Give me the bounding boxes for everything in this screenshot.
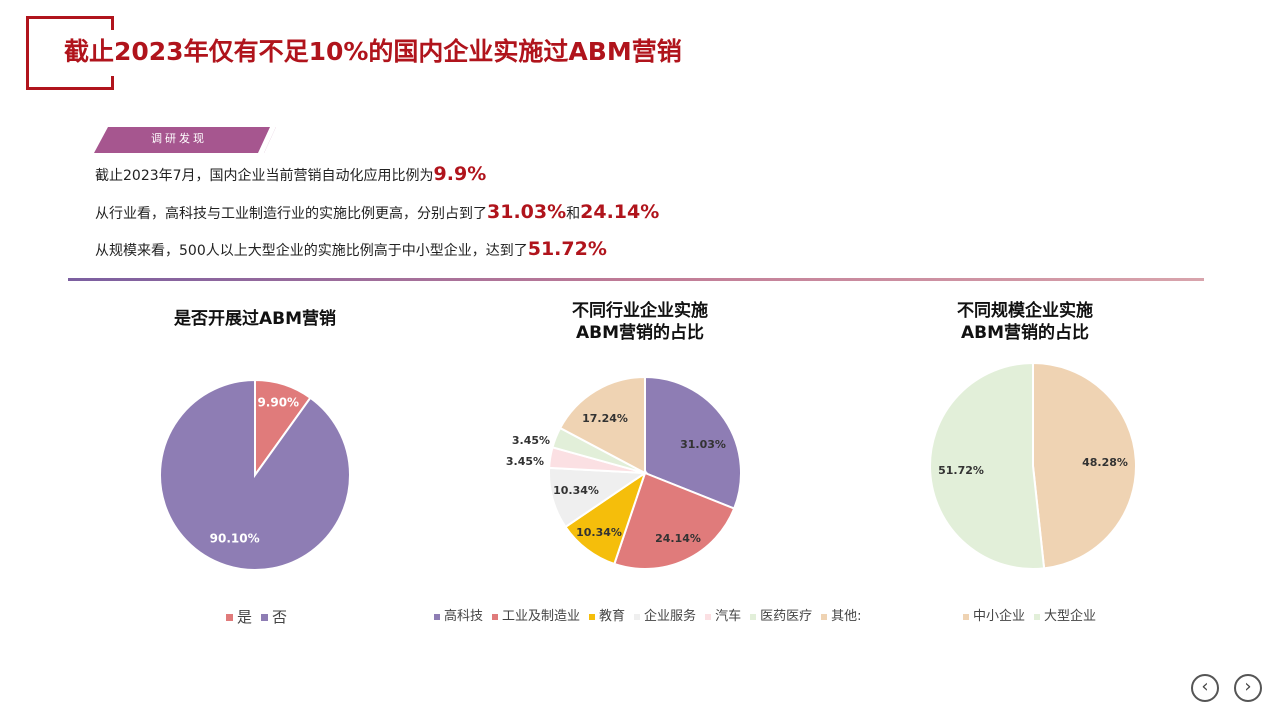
- legend-label: 中小企业: [973, 609, 1026, 624]
- pie-data-label-1-1: 24.14%: [655, 532, 701, 545]
- pie-company-size-share: 48.28% 51.72%: [929, 361, 1137, 570]
- chart-3-title: 不同规模企业实施 ABM营销的占比: [957, 301, 1093, 343]
- next-page-button[interactable]: ›: [1234, 674, 1262, 702]
- tag-banner-shape: [94, 127, 276, 153]
- chevron-left-icon: ‹: [1201, 676, 1209, 697]
- finding-1: 截止2023年7月，国内企业当前营销自动化应用比例为9.9%: [95, 163, 486, 185]
- legend-swatch: [226, 614, 233, 621]
- legend-item: 工业及制造业: [492, 605, 580, 624]
- legend-label: 否: [272, 608, 288, 626]
- legend-swatch: [705, 613, 712, 620]
- legend-swatch: [750, 613, 757, 620]
- tag-label: 调研发现: [151, 132, 207, 145]
- legend-swatch: [1034, 613, 1041, 620]
- pie-data-label-1-3: 10.34%: [553, 484, 599, 497]
- finding-2-highlight-2: 24.14%: [580, 201, 660, 223]
- legend-item: 汽车: [705, 605, 741, 624]
- pie-data-label-1-2: 10.34%: [576, 526, 622, 539]
- pie-slice-1-0: [644, 375, 742, 510]
- finding-3-text: 从规模来看，500人以上大型企业的实施比例高于中小型企业，达到了: [95, 243, 528, 259]
- legend-label: 工业及制造业: [502, 609, 581, 624]
- legend-item: 否: [261, 606, 287, 627]
- pie-data-label-0-0: 9.90%: [257, 396, 299, 410]
- pie-slice-0-1: [159, 378, 351, 571]
- legend-swatch: [634, 613, 641, 620]
- title-frame: [26, 16, 114, 90]
- legend-label: 高科技: [444, 609, 484, 624]
- finding-2: 从行业看，高科技与工业制造行业的实施比例更高，分别占到了31.03%和24.14…: [95, 201, 659, 223]
- chart-2-title: 不同行业企业实施 ABM营销的占比: [572, 301, 708, 343]
- finding-1-text: 截止2023年7月，国内企业当前营销自动化应用比例为: [95, 168, 434, 184]
- pie-abm-adoption: 9.90% 90.10%: [159, 378, 351, 571]
- pie-industry-share: 31.03% 24.14% 10.34% 10.34% 3.45% 3.45% 17.24%: [506, 375, 742, 570]
- pie-slice-2-1: [929, 361, 1046, 570]
- pie-data-label-1-4: 3.45%: [506, 455, 544, 468]
- finding-2-connector: 和: [566, 206, 581, 222]
- finding-3: 从规模来看，500人以上大型企业的实施比例高于中小型企业，达到了51.72%: [95, 238, 607, 260]
- chart-1-title: 是否开展过ABM营销: [173, 309, 337, 329]
- chart-1-legend: 是否: [226, 606, 296, 627]
- legend-swatch: [821, 613, 828, 620]
- legend-item: 其他:: [821, 605, 861, 624]
- legend-item: 是: [226, 606, 252, 627]
- pie-data-label-1-0: 31.03%: [680, 438, 726, 451]
- pie-slice-1-6: [558, 375, 646, 475]
- pie-data-label-2-1: 51.72%: [938, 464, 984, 477]
- pie-data-label-1-5: 3.45%: [512, 434, 550, 447]
- legend-swatch: [434, 613, 440, 620]
- legend-swatch: [963, 613, 969, 620]
- legend-label: 企业服务: [644, 609, 697, 624]
- finding-1-highlight: 9.9%: [433, 163, 487, 185]
- legend-item: 大型企业: [1034, 605, 1096, 624]
- finding-2-text: 从行业看，高科技与工业制造行业的实施比例更高，分别占到了: [95, 206, 487, 222]
- legend-item: 中小企业: [963, 605, 1025, 624]
- finding-2-highlight: 31.03%: [487, 201, 567, 223]
- pie-data-label-1-6: 17.24%: [582, 412, 628, 425]
- legend-swatch: [589, 613, 596, 620]
- legend-item: 企业服务: [634, 605, 696, 624]
- section-divider: [68, 278, 1204, 281]
- pie-slice-1-1: [613, 471, 736, 570]
- chart-2-legend: 高科技 工业及制造业 教育 企业服务 汽车 医药医疗 其他:: [434, 605, 870, 624]
- legend-label: 大型企业: [1044, 609, 1097, 624]
- legend-swatch: [261, 614, 269, 621]
- legend-label: 汽车: [715, 609, 742, 624]
- chevron-right-icon: ›: [1244, 676, 1252, 697]
- page-title: 截止2023年仅有不足10%的国内企业实施过ABM营销: [64, 37, 682, 66]
- legend-item: 医药医疗: [750, 605, 812, 624]
- chart-3-legend: 中小企业 大型企业: [963, 605, 1105, 624]
- legend-item: 教育: [589, 605, 625, 624]
- prev-page-button[interactable]: ‹: [1191, 674, 1219, 702]
- pie-data-label-0-1: 90.10%: [210, 531, 260, 545]
- research-tag: 调研发现: [94, 127, 279, 157]
- pie-data-label-2-0: 48.28%: [1082, 456, 1128, 469]
- legend-label: 教育: [599, 609, 626, 624]
- pie-slice-2-0: [1032, 361, 1137, 570]
- finding-3-highlight: 51.72%: [527, 238, 607, 260]
- legend-item: 高科技: [434, 605, 483, 624]
- legend-label: 医药医疗: [760, 609, 813, 624]
- legend-swatch: [492, 613, 499, 620]
- legend-label: 是: [237, 608, 253, 626]
- legend-label: 其他:: [831, 609, 862, 624]
